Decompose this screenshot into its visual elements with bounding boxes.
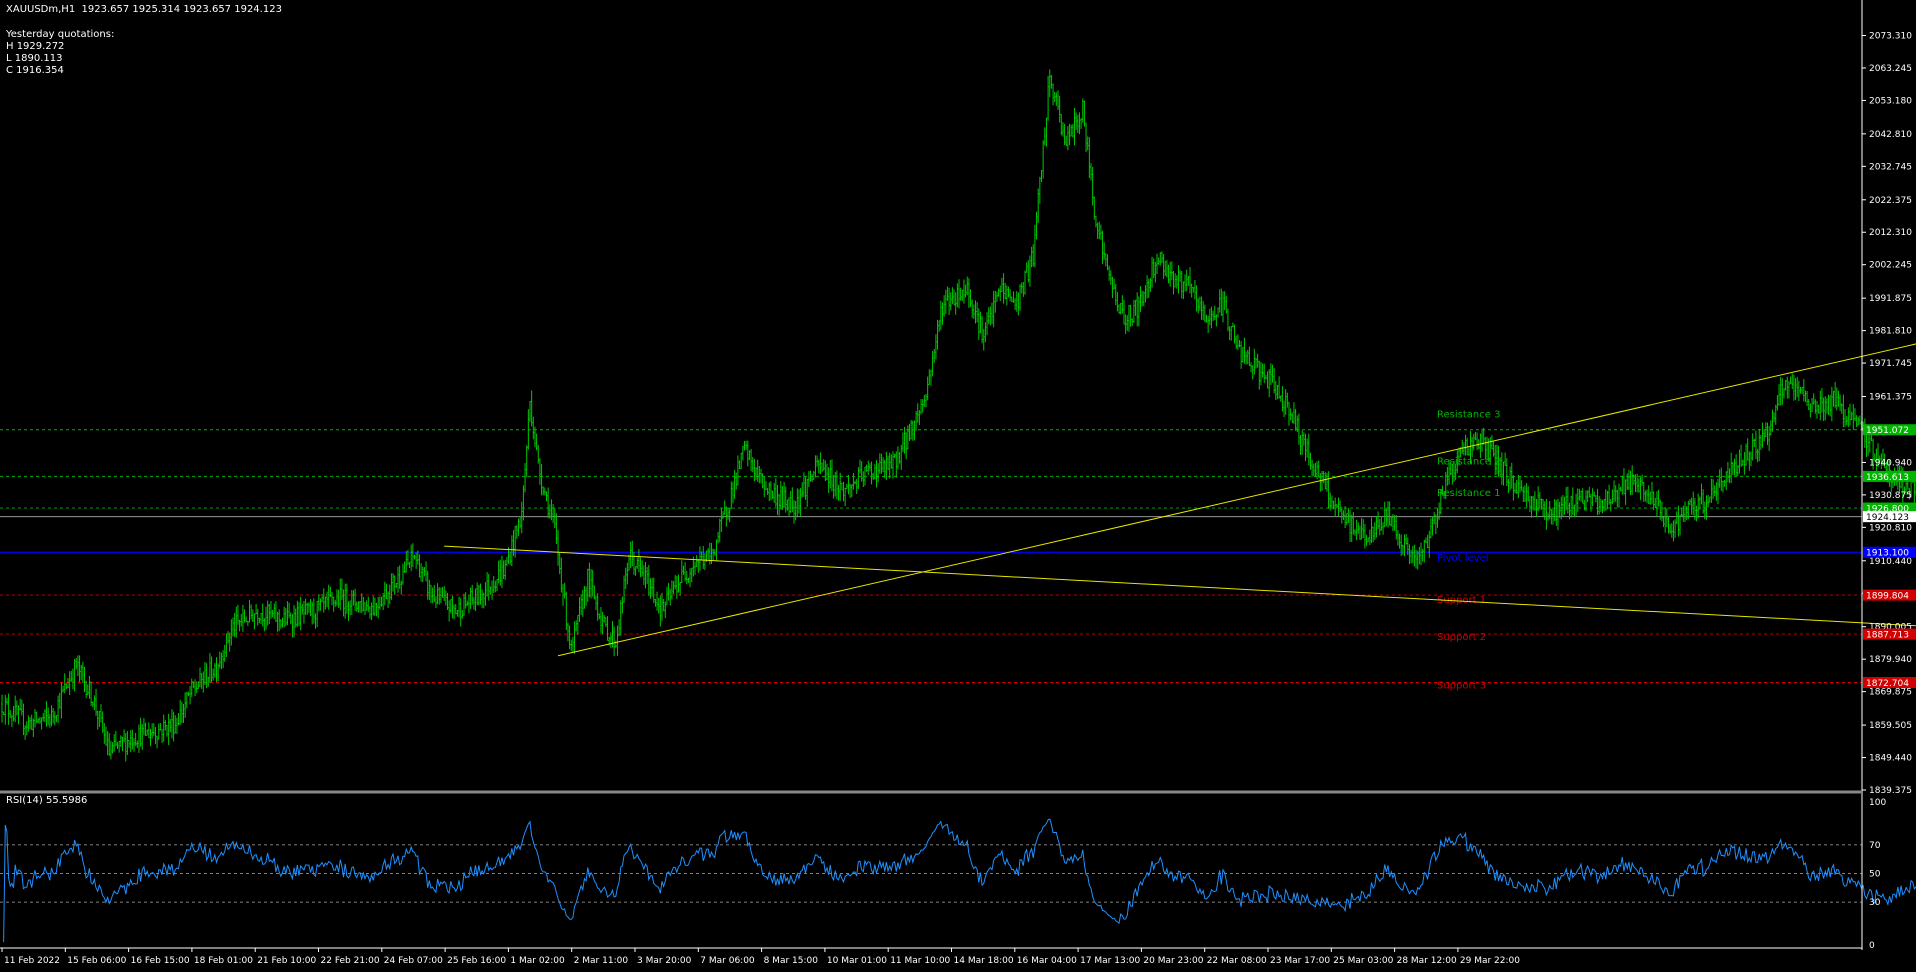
price-tick-label: 1869.875	[1869, 688, 1912, 698]
price-tick-label: 1849.440	[1869, 754, 1912, 764]
yesterday-title: Yesterday quotations:	[6, 29, 115, 40]
level-name: Resistance 2	[1437, 456, 1500, 467]
price-tick-label: 1981.810	[1869, 327, 1912, 337]
time-tick-label: 20 Mar 23:00	[1143, 956, 1203, 966]
level-price-label: 1936.613	[1866, 473, 1909, 483]
rsi-pane[interactable]	[0, 818, 1916, 943]
time-tick-label: 28 Mar 12:00	[1397, 956, 1457, 966]
price-tick-label: 1940.940	[1869, 458, 1912, 468]
price-tick-label: 2063.245	[1869, 64, 1912, 74]
time-tick-label: 14 Mar 18:00	[954, 956, 1014, 966]
time-tick-label: 23 Mar 17:00	[1270, 956, 1330, 966]
price-tick-label: 2032.745	[1869, 162, 1912, 172]
yesterday-low: L 1890.113	[6, 53, 63, 64]
level-price-badge	[1863, 677, 1916, 689]
rsi-line	[3, 818, 1916, 943]
level-price-badge	[1863, 470, 1916, 482]
level-name: Resistance 1	[1437, 488, 1500, 499]
time-tick-label: 17 Mar 13:00	[1080, 956, 1140, 966]
time-tick-label: 16 Feb 15:00	[131, 956, 190, 966]
price-tick-label: 1910.440	[1869, 557, 1912, 567]
level-name: Resistance 3	[1437, 410, 1500, 421]
trendline	[444, 545, 1916, 627]
rsi-label: RSI(14) 55.5986	[6, 795, 88, 806]
price-tick-label: 1879.940	[1869, 655, 1912, 665]
symbol-header: XAUUSDm,H1 1923.657 1925.314 1923.657 19…	[6, 4, 282, 15]
price-tick-label: 1961.375	[1869, 393, 1912, 403]
time-tick-label: 2 Mar 11:00	[574, 956, 629, 966]
level-name: Support 2	[1437, 632, 1486, 643]
yesterday-high: H 1929.272	[6, 41, 65, 52]
rsi-tick-label: 30	[1869, 898, 1881, 908]
level-name: Support 1	[1437, 595, 1486, 606]
rsi-tick-label: 70	[1869, 841, 1881, 851]
time-tick-label: 22 Mar 08:00	[1207, 956, 1267, 966]
price-tick-label: 1839.375	[1869, 786, 1912, 796]
time-tick-label: 25 Mar 03:00	[1333, 956, 1393, 966]
price-tick-label: 1971.745	[1869, 359, 1912, 369]
time-tick-label: 11 Feb 2022	[4, 956, 60, 966]
price-tick-label: 2012.310	[1869, 228, 1912, 238]
level-price-label: 1951.072	[1866, 426, 1909, 436]
current-price-badge	[1863, 511, 1916, 523]
time-tick-label: 22 Feb 21:00	[321, 956, 380, 966]
price-tick-label: 2073.310	[1869, 32, 1912, 42]
rsi-tick-label: 100	[1869, 798, 1886, 808]
level-price-badge	[1863, 589, 1916, 601]
time-tick-label: 11 Mar 10:00	[890, 956, 950, 966]
level-name: Support 3	[1437, 681, 1486, 692]
time-tick-label: 3 Mar 20:00	[637, 956, 692, 966]
level-price-label: 1872.704	[1866, 679, 1909, 689]
level-price-badge	[1863, 628, 1916, 640]
time-tick-label: 15 Feb 06:00	[67, 956, 126, 966]
level-price-label: 1887.713	[1866, 631, 1909, 641]
yesterday-close: C 1916.354	[6, 65, 64, 76]
price-tick-label: 1930.875	[1869, 491, 1912, 501]
time-tick-label: 25 Feb 16:00	[447, 956, 506, 966]
time-tick-label: 21 Feb 10:00	[257, 956, 316, 966]
level-price-label: 1926.800	[1866, 505, 1909, 515]
price-tick-label: 2042.810	[1869, 130, 1912, 140]
time-tick-label: 29 Mar 22:00	[1460, 956, 1520, 966]
time-tick-label: 10 Mar 01:00	[827, 956, 887, 966]
time-tick-label: 18 Feb 01:00	[194, 956, 253, 966]
level-price-label: 1913.100	[1866, 549, 1909, 559]
price-tick-label: 2002.245	[1869, 261, 1912, 271]
price-tick-label: 1859.505	[1869, 721, 1912, 731]
level-name: Pivot level	[1437, 553, 1489, 564]
trendline	[557, 343, 1916, 657]
rsi-tick-label: 0	[1869, 941, 1875, 951]
level-price-badge	[1863, 424, 1916, 436]
price-tick-label: 2022.375	[1869, 196, 1912, 206]
time-tick-label: 8 Mar 15:00	[764, 956, 819, 966]
time-tick-label: 1 Mar 02:00	[510, 956, 565, 966]
level-price-label: 1899.804	[1866, 592, 1909, 602]
time-tick-label: 7 Mar 06:00	[700, 956, 755, 966]
current-price-label: 1924.123	[1866, 513, 1909, 523]
price-tick-label: 1920.810	[1869, 523, 1912, 533]
time-tick-label: 24 Feb 07:00	[384, 956, 443, 966]
price-tick-label: 2053.180	[1869, 96, 1912, 106]
price-tick-label: 1991.875	[1869, 294, 1912, 304]
level-price-badge	[1863, 546, 1916, 558]
level-price-badge	[1863, 502, 1916, 514]
main-pane[interactable]: Resistance 3 Resistance 2 Resistance 1 Pivo…	[0, 69, 1916, 762]
rsi-tick-label: 50	[1869, 870, 1881, 880]
time-tick-label: 16 Mar 04:00	[1017, 956, 1077, 966]
price-tick-label: 1890.005	[1869, 623, 1912, 633]
